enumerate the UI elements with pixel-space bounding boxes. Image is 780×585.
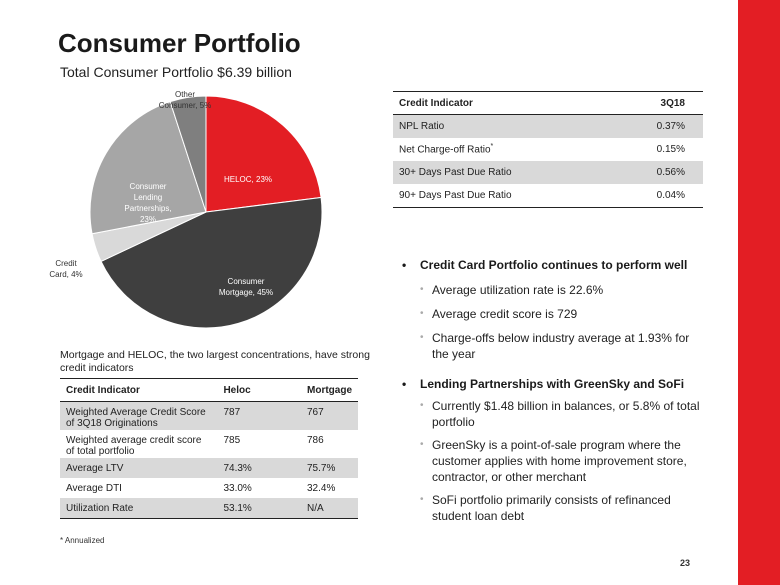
pie-slice-consumer-mortgage <box>100 196 323 329</box>
mortgage-value: 786 <box>307 435 324 446</box>
table-header-row: Credit Indicator Heloc Mortgage <box>60 378 358 402</box>
pie-label-heloc: HELOC, 23% <box>224 175 272 184</box>
row-label: NPL Ratio <box>393 114 612 138</box>
bullet-item: • SoFi portfolio primarily consists of re… <box>402 492 702 524</box>
bullet-item: • Average credit score is 729 <box>402 306 702 322</box>
bullet-dot-icon: • <box>420 332 424 343</box>
bullet-dot-icon: • <box>420 494 424 505</box>
footnote: * Annualized <box>60 536 105 545</box>
header-credit-indicator: Credit Indicator <box>60 378 218 402</box>
bullet-list: • Credit Card Portfolio continues to perf… <box>402 257 702 524</box>
bullet-item: • GreenSky is a point-of-sale program whe… <box>402 437 702 485</box>
mortgage-value: 32.4% <box>307 483 336 494</box>
row-value: 0.56% <box>611 161 703 184</box>
bullet-dot-icon: • <box>402 377 407 391</box>
table-row: 30+ Days Past Due Ratio 0.56% <box>393 161 703 184</box>
bullet-item-text: GreenSky is a point-of-sale program wher… <box>432 438 687 484</box>
bullet-heading: • Credit Card Portfolio continues to perf… <box>402 257 702 273</box>
page-subtitle: Total Consumer Portfolio $6.39 billion <box>60 64 292 80</box>
bullet-item-text: Average utilization rate is 22.6% <box>432 283 604 297</box>
mortgage-value: 767 <box>301 401 358 430</box>
chart-caption: Mortgage and HELOC, the two largest conc… <box>60 349 370 374</box>
row-label: Net Charge-off Ratio* <box>393 138 611 161</box>
table-header-row: Credit Indicator 3Q18 <box>393 91 703 115</box>
bullet-dot-icon: • <box>402 258 407 272</box>
pie-slice-heloc <box>205 95 322 213</box>
table-row: Weighted Average Credit Score of 3Q18 Or… <box>60 401 358 430</box>
pie-slice-consumer-lending-partnerships <box>89 101 207 235</box>
table-row: 90+ Days Past Due Ratio 0.04% <box>393 184 703 208</box>
portfolio-pie-chart: HELOC, 23% Consumer Mortgage, 45% Credit Car… <box>49 90 323 329</box>
bullet-dot-icon: • <box>420 400 424 411</box>
bullet-dot-icon: • <box>420 284 424 295</box>
bullet-item-text: SoFi portfolio primarily consists of ref… <box>432 493 671 523</box>
heloc-value: 787 <box>217 401 301 430</box>
bullet-heading-text: Lending Partnerships with GreenSky and S… <box>420 377 685 391</box>
row-label: 30+ Days Past Due Ratio <box>393 161 612 184</box>
table-row: Weighted average credit score of total p… <box>60 430 358 458</box>
heloc-value: 785 <box>223 435 241 446</box>
table-row: Average LTV 74.3% 75.7% <box>60 458 358 478</box>
row-label-text: NPL Ratio <box>399 121 445 132</box>
accent-bar <box>738 0 780 585</box>
row-value: 0.37% <box>611 114 703 138</box>
bullet-item: • Currently $1.48 billion in balances, or… <box>402 398 702 430</box>
row-label: Weighted Average Credit Score of 3Q18 Or… <box>60 401 218 430</box>
pie-label-consumer-lending-partnerships: Consumer Lending Partnerships, 23% <box>124 182 171 224</box>
bullet-item-text: Currently $1.48 billion in balances, or … <box>432 399 700 429</box>
row-label: Average LTV <box>60 458 218 478</box>
header-heloc: Heloc <box>217 378 301 402</box>
row-label: Utilization Rate <box>60 498 218 519</box>
table-row: Average DTI 33.0% 32.4% <box>60 478 358 498</box>
bullet-item-text: Average credit score is 729 <box>432 307 578 321</box>
mortgage-value: 75.7% <box>301 458 358 478</box>
row-label-text: Net Charge-off Ratio <box>399 144 491 156</box>
row-label-text: 30+ Days Past Due Ratio <box>399 167 512 178</box>
table-row: Net Charge-off Ratio* 0.15% <box>393 138 703 161</box>
table-row: Utilization Rate 53.1% N/A <box>60 498 358 519</box>
row-label: Average DTI <box>66 483 122 494</box>
heloc-value: 33.0% <box>223 483 252 494</box>
bullet-item-text: Charge-offs below industry average at 1.… <box>432 331 690 361</box>
bullet-dot-icon: • <box>420 308 424 319</box>
pie-label-credit-card: Credit Card, 4% <box>49 259 82 279</box>
annualized-marker: * <box>490 143 494 151</box>
bullet-dot-icon: • <box>420 439 424 450</box>
credit-indicator-table-heloc-mortgage: Credit Indicator Heloc Mortgage Weighted… <box>60 378 358 519</box>
row-label-text: 90+ Days Past Due Ratio <box>399 190 512 201</box>
heloc-value: 74.3% <box>217 458 301 478</box>
bullet-item: • Charge-offs below industry average at 1… <box>402 330 702 362</box>
page-number: 23 <box>680 558 691 568</box>
mortgage-value: N/A <box>301 498 358 519</box>
row-value: 0.15% <box>656 144 685 155</box>
table-row: NPL Ratio 0.37% <box>393 114 703 138</box>
bullet-item: • Average utilization rate is 22.6% <box>402 282 702 298</box>
row-value: 0.04% <box>656 190 685 201</box>
heloc-value: 53.1% <box>217 498 301 519</box>
header-credit-indicator: Credit Indicator <box>393 91 612 115</box>
header-3q18: 3Q18 <box>611 91 703 115</box>
pie-label-other-consumer: Other Consumer, 5% <box>159 90 211 110</box>
pie-slice-other-consumer <box>169 95 207 213</box>
pie-label-consumer-mortgage: Consumer Mortgage, 45% <box>219 277 273 297</box>
page-title: Consumer Portfolio <box>58 28 301 58</box>
row-label: 90+ Days Past Due Ratio <box>393 184 611 208</box>
bullet-heading: • Lending Partnerships with GreenSky and … <box>402 376 702 392</box>
row-label: Weighted average credit score of total p… <box>66 435 202 457</box>
bullet-heading-text: Credit Card Portfolio continues to perfo… <box>420 258 688 272</box>
header-mortgage: Mortgage <box>301 378 358 402</box>
credit-indicator-table-3q18: Credit Indicator 3Q18 NPL Ratio 0.37% Ne… <box>393 91 703 208</box>
